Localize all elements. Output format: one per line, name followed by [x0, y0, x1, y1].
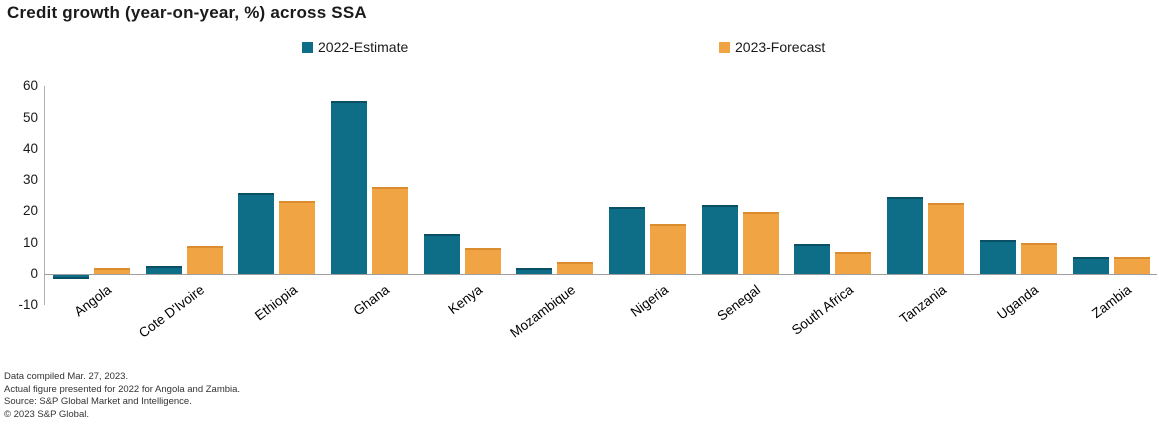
x-axis-label-nigeria: Nigeria [627, 282, 671, 320]
bar-2022-estimate-nigeria [609, 207, 646, 274]
footnote-actual-figure: Actual figure presented for 2022 for Ang… [4, 383, 241, 395]
bar-2023-forecast-ghana [371, 186, 408, 274]
x-axis-label-mozambique: Mozambique [507, 282, 578, 341]
y-axis-tick-20: 20 [22, 203, 38, 219]
legend-item-2022-estimate: 2022-Estimate [302, 38, 408, 56]
x-axis-label-cote-d-ivoire: Cote D'Ivoire [136, 282, 208, 341]
x-axis-label-angola: Angola [71, 282, 115, 320]
x-axis-zero-line [45, 274, 1157, 275]
bar-2022-estimate-uganda [979, 239, 1016, 274]
bar-2022-estimate-senegal [701, 205, 738, 274]
bar-2023-forecast-tanzania [928, 202, 965, 274]
bar-2022-estimate-south-africa [794, 244, 831, 274]
legend-label-2022: 2022-Estimate [318, 39, 409, 55]
bar-2022-estimate-cote-d-ivoire [145, 265, 182, 274]
bar-2022-estimate-ghana [330, 101, 367, 274]
bar-2023-forecast-kenya [464, 248, 501, 274]
x-axis-label-ghana: Ghana [351, 282, 393, 319]
footnotes: Data compiled Mar. 27, 2023. Actual figu… [4, 371, 240, 421]
bar-2022-estimate-kenya [423, 234, 460, 274]
x-axis-label-tanzania: Tanzania [896, 282, 949, 327]
bar-2023-forecast-south-africa [835, 252, 872, 274]
bar-2022-estimate-angola [52, 275, 89, 280]
legend-label-2023: 2023-Forecast [735, 39, 826, 55]
bar-2023-forecast-zambia [1113, 256, 1150, 274]
bar-2023-forecast-senegal [742, 212, 779, 274]
bar-2022-estimate-mozambique [516, 268, 553, 274]
x-axis-label-senegal: Senegal [714, 282, 764, 324]
bar-2022-estimate-tanzania [887, 197, 924, 274]
bar-2022-estimate-ethiopia [238, 192, 275, 274]
footnote-copyright: © 2023 S&P Global. [4, 408, 89, 420]
y-axis-line [44, 86, 45, 305]
bar-2023-forecast-cote-d-ivoire [186, 245, 223, 274]
y-axis-tick-10: 10 [22, 234, 38, 250]
y-axis-tick--10: -10 [18, 297, 38, 313]
page-title: Credit growth (year-on-year, %) across S… [7, 3, 367, 22]
bar-2023-forecast-mozambique [557, 261, 594, 274]
bar-2023-forecast-angola [93, 268, 130, 274]
legend-item-2023-forecast: 2023-Forecast [719, 38, 825, 56]
x-axis-label-kenya: Kenya [445, 282, 486, 318]
y-axis-tick-50: 50 [22, 109, 38, 125]
x-axis-label-south-africa: South Africa [788, 282, 856, 338]
x-axis-label-zambia: Zambia [1089, 282, 1135, 322]
legend: 2022-Estimate 2023-Forecast [0, 38, 1159, 56]
legend-swatch-2022-icon [302, 41, 313, 53]
x-axis-label-uganda: Uganda [994, 282, 1042, 323]
y-axis-tick-60: 60 [22, 78, 38, 94]
bar-2022-estimate-zambia [1072, 257, 1109, 274]
y-axis-tick-0: 0 [30, 266, 38, 281]
y-axis-tick-40: 40 [22, 140, 38, 156]
bar-2023-forecast-ethiopia [279, 201, 316, 274]
x-axis-label-ethiopia: Ethiopia [251, 282, 300, 324]
footnote-source: Source: S&P Global Market and Intelligen… [4, 396, 192, 408]
y-axis-tick-30: 30 [22, 172, 38, 188]
bar-2023-forecast-uganda [1020, 243, 1057, 274]
footnote-data-compiled: Data compiled Mar. 27, 2023. [4, 371, 129, 382]
bar-2023-forecast-nigeria [650, 224, 687, 274]
legend-swatch-2023-icon [719, 41, 730, 53]
